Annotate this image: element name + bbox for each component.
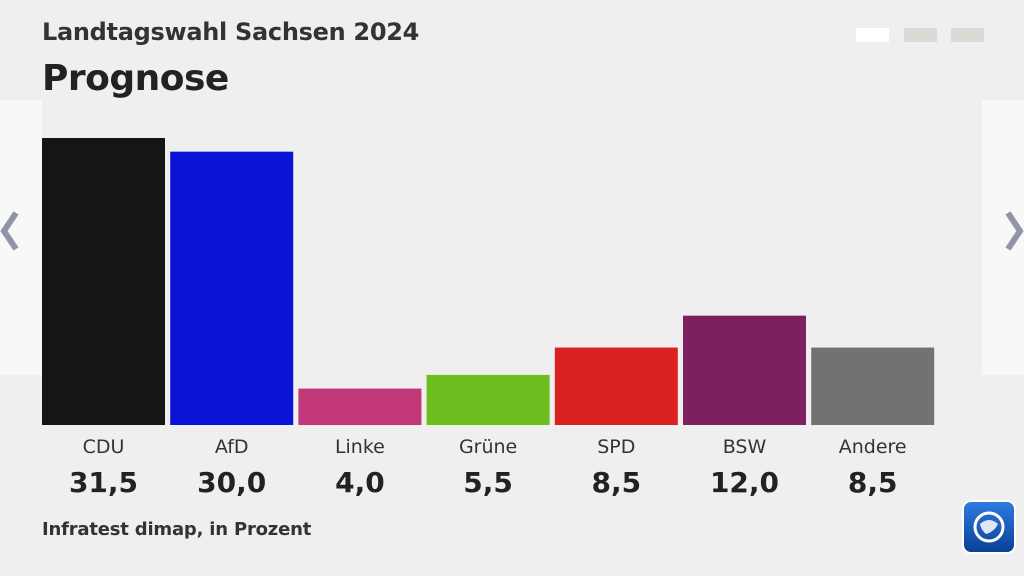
pagination-dot[interactable]	[856, 28, 889, 42]
value-label: 4,0	[335, 466, 385, 499]
value-label: 5,5	[463, 466, 513, 499]
source-note: Infratest dimap, in Prozent	[42, 519, 312, 540]
pagination-dot[interactable]	[904, 28, 937, 42]
tagesschau-logo-icon	[962, 500, 1016, 554]
value-label: 31,5	[69, 466, 138, 499]
bar-andere	[811, 347, 935, 425]
chart-title: Prognose	[42, 58, 229, 99]
category-label: SPD	[597, 436, 635, 458]
chart-supertitle: Landtagswahl Sachsen 2024	[42, 18, 420, 46]
bar-afd	[170, 151, 294, 425]
category-label: AfD	[215, 436, 249, 458]
bar-bsw	[683, 315, 806, 425]
chevron-right-icon[interactable]	[1004, 210, 1024, 256]
bar-linke	[298, 388, 422, 425]
value-label: 30,0	[197, 466, 266, 499]
bar-spd	[554, 347, 678, 425]
category-label: BSW	[723, 436, 767, 458]
value-label: 8,5	[848, 466, 898, 499]
chevron-left-icon[interactable]	[0, 210, 20, 256]
value-label: 12,0	[710, 466, 779, 499]
category-label: Andere	[839, 436, 907, 458]
bar-grüne	[426, 374, 550, 425]
value-label: 8,5	[591, 466, 641, 499]
category-label: CDU	[83, 436, 125, 458]
category-label: Linke	[335, 436, 385, 458]
bar-cdu	[42, 138, 165, 425]
pagination-dot[interactable]	[951, 28, 984, 42]
category-label: Grüne	[459, 436, 517, 458]
